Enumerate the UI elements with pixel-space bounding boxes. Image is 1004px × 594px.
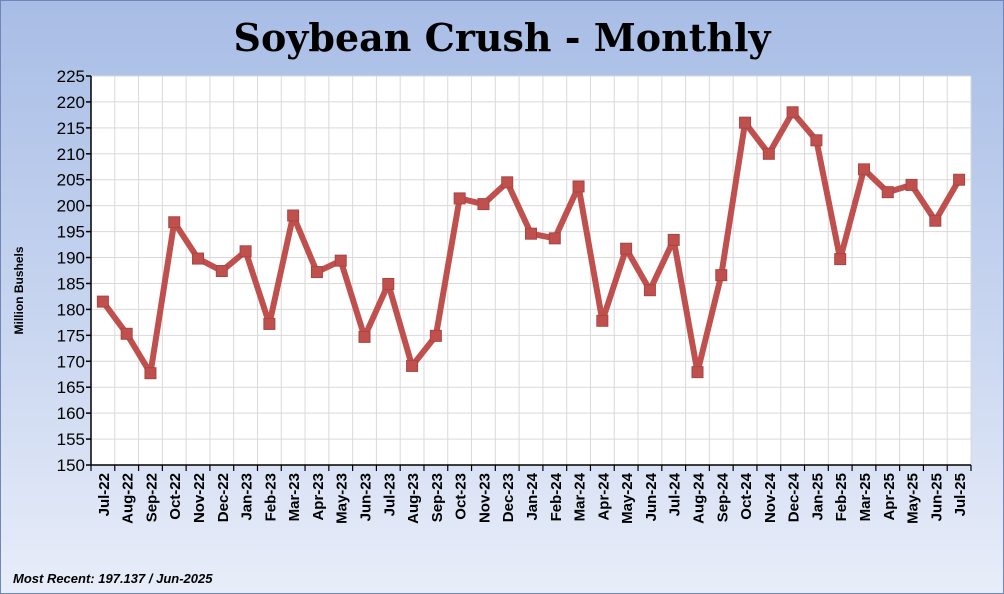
x-tick-label: Feb-23	[262, 473, 279, 521]
data-point	[358, 330, 371, 343]
data-point	[310, 266, 323, 279]
x-tick-label: Oct-22	[167, 473, 184, 520]
data-point	[406, 359, 419, 372]
data-point	[429, 329, 442, 342]
y-tick-label: 195	[57, 223, 85, 242]
x-tick-label: Nov-23	[476, 473, 493, 523]
data-point	[144, 367, 157, 380]
data-point	[477, 198, 490, 211]
y-tick-label: 220	[57, 93, 85, 112]
data-point	[834, 253, 847, 266]
data-point	[120, 327, 133, 340]
data-point	[739, 116, 752, 129]
data-point	[382, 277, 395, 290]
x-tick-label: Dec-24	[786, 472, 803, 522]
x-tick-label: Jun-25	[928, 473, 945, 521]
data-point	[857, 163, 870, 176]
data-point	[691, 366, 704, 379]
x-tick-label: Jun-23	[358, 473, 375, 521]
data-point	[192, 252, 205, 265]
data-point	[215, 265, 228, 278]
data-point	[762, 147, 775, 160]
data-point	[334, 254, 347, 267]
data-point	[929, 214, 942, 227]
x-tick-label: Jun-24	[643, 472, 660, 521]
most-recent-label: Most Recent:	[13, 571, 95, 586]
x-tick-label: Sep-24	[714, 472, 731, 522]
chart-title: Soybean Crush - Monthly	[233, 15, 771, 60]
data-point	[643, 284, 656, 297]
x-tick-label: Jul-23	[381, 473, 398, 516]
data-point	[287, 209, 300, 222]
x-tick-label: Apr-25	[881, 473, 898, 521]
x-tick-label: Sep-23	[429, 473, 446, 522]
data-point	[715, 269, 728, 282]
data-point	[96, 295, 109, 308]
x-tick-label: May-23	[334, 473, 351, 524]
x-tick-label: Sep-22	[143, 473, 160, 522]
data-point	[810, 134, 823, 147]
y-tick-label: 185	[57, 274, 85, 293]
y-tick-label: 200	[57, 197, 85, 216]
data-point	[596, 314, 609, 327]
data-point	[525, 227, 537, 240]
data-point	[953, 173, 966, 186]
data-point	[667, 233, 680, 246]
most-recent-period: / Jun-2025	[148, 571, 213, 586]
y-tick-label: 225	[57, 67, 85, 86]
x-tick-label: Nov-24	[762, 472, 779, 523]
y-tick-label: 205	[57, 171, 85, 190]
data-point	[501, 176, 514, 189]
y-tick-label: 175	[57, 326, 85, 345]
x-tick-label: Jul-24	[667, 472, 684, 516]
x-tick-label: Feb-24	[548, 472, 565, 521]
x-tick-label: Jan-23	[239, 473, 256, 521]
x-tick-label: May-24	[619, 472, 636, 524]
data-point	[239, 245, 252, 258]
y-tick-label: 180	[57, 300, 85, 319]
most-recent-note: Most Recent: 197.137 / Jun-2025	[13, 571, 212, 586]
data-point	[263, 317, 276, 330]
x-tick-label: Jan-24	[524, 472, 541, 520]
x-tick-label: Mar-23	[286, 473, 303, 521]
x-tick-label: Dec-23	[500, 473, 517, 522]
data-point	[453, 192, 466, 205]
x-tick-label: Apr-23	[310, 473, 327, 521]
x-tick-label: Mar-24	[572, 472, 589, 521]
x-tick-label: Aug-24	[690, 472, 707, 523]
data-point	[881, 186, 894, 199]
y-tick-label: 165	[57, 378, 85, 397]
y-tick-label: 155	[57, 430, 85, 449]
y-tick-label: 170	[57, 352, 85, 371]
y-tick-label: 190	[57, 249, 85, 268]
data-point	[905, 178, 918, 191]
x-tick-label: Mar-25	[857, 473, 874, 521]
x-tick-label: Nov-22	[191, 473, 208, 523]
x-tick-label: Apr-24	[595, 472, 612, 520]
x-tick-label: Aug-23	[405, 473, 422, 524]
y-tick-label: 210	[57, 145, 85, 164]
x-tick-label: Oct-23	[453, 473, 470, 520]
y-tick-label: 160	[57, 404, 85, 423]
data-point	[620, 242, 633, 255]
y-tick-label: 215	[57, 119, 85, 138]
x-tick-label: Jul-25	[952, 473, 969, 516]
x-tick-label: Jan-25	[809, 473, 826, 521]
x-tick-label: Jul-22	[96, 473, 113, 516]
x-tick-label: Dec-22	[215, 473, 232, 522]
plot-area	[91, 76, 971, 465]
data-point	[168, 216, 181, 229]
x-tick-label: Feb-25	[833, 473, 850, 521]
data-point	[572, 180, 585, 193]
x-tick-label: Aug-22	[120, 473, 137, 524]
y-tick-label: 150	[57, 456, 85, 475]
data-point	[548, 232, 561, 245]
most-recent-value: 197.137	[98, 571, 146, 586]
y-axis-title: Million Bushels	[12, 246, 26, 334]
x-tick-label: Oct-24	[738, 472, 755, 519]
data-point	[786, 106, 799, 119]
x-tick-label: May-25	[905, 473, 922, 524]
